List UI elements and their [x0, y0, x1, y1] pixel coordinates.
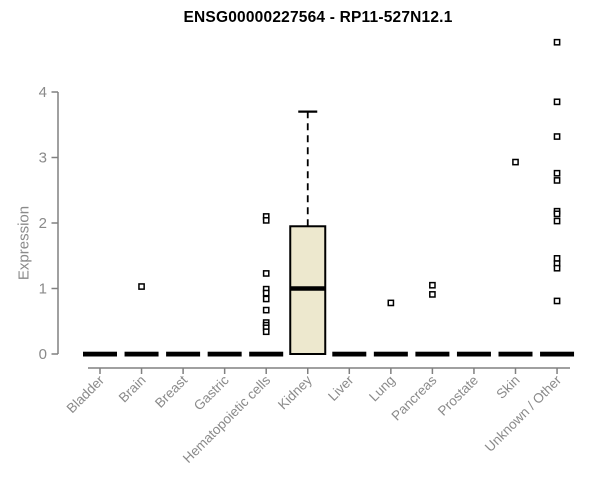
x-category-label: Prostate — [435, 373, 481, 419]
x-category-label: Brain — [116, 373, 149, 406]
outlier-point — [553, 169, 561, 177]
collapsed-box-bar — [373, 351, 408, 357]
collapsed-box-bar — [498, 351, 533, 357]
chart-title: ENSG00000227564 - RP11-527N12.1 — [183, 9, 453, 26]
outlier-point — [553, 210, 561, 218]
outlier-point — [138, 283, 145, 290]
outlier-point — [262, 306, 270, 314]
collapsed-box-bar — [166, 351, 201, 357]
outlier-point — [262, 328, 270, 336]
x-category-label: Bladder — [64, 372, 108, 416]
collapsed-box-bar — [124, 351, 159, 357]
y-tick-label: 0 — [39, 346, 47, 363]
outlier-point — [553, 297, 561, 305]
outlier-point — [553, 177, 561, 184]
x-category-label: Skin — [493, 373, 522, 402]
x-category-label: Kidney — [275, 372, 315, 412]
x-category-label: Unknown / Other — [482, 372, 565, 455]
x-category-label: Breast — [152, 372, 190, 410]
outlier-point — [553, 255, 561, 262]
x-category-label: Lung — [366, 373, 398, 405]
collapsed-box-bar — [540, 351, 575, 357]
collapsed-box-bar — [207, 351, 242, 357]
x-category-label: Liver — [325, 372, 357, 404]
outlier-point — [262, 217, 270, 224]
outlier-point — [553, 133, 561, 140]
collapsed-box-bar — [83, 351, 117, 357]
outlier-point — [262, 270, 270, 277]
outlier-point — [429, 291, 436, 298]
outlier-point — [553, 98, 561, 106]
collapsed-box-bar — [332, 351, 367, 357]
outlier-point — [429, 281, 436, 289]
collapsed-box-bar — [456, 351, 491, 357]
y-tick-label: 3 — [39, 150, 47, 167]
y-tick-label: 2 — [39, 215, 47, 232]
outlier-point — [262, 289, 270, 297]
outlier-point — [553, 264, 561, 272]
collapsed-box-bar — [249, 351, 284, 357]
outlier-point — [553, 38, 561, 46]
x-category-label: Pancreas — [389, 372, 440, 423]
outlier-point — [553, 217, 561, 225]
outlier-point — [387, 299, 395, 307]
outlier-point — [262, 295, 270, 303]
y-tick-label: 4 — [39, 84, 47, 101]
collapsed-box-bar — [415, 351, 450, 357]
outlier-point — [512, 158, 519, 166]
y-tick-label: 1 — [39, 281, 47, 298]
x-category-label: Gastric — [191, 372, 232, 413]
